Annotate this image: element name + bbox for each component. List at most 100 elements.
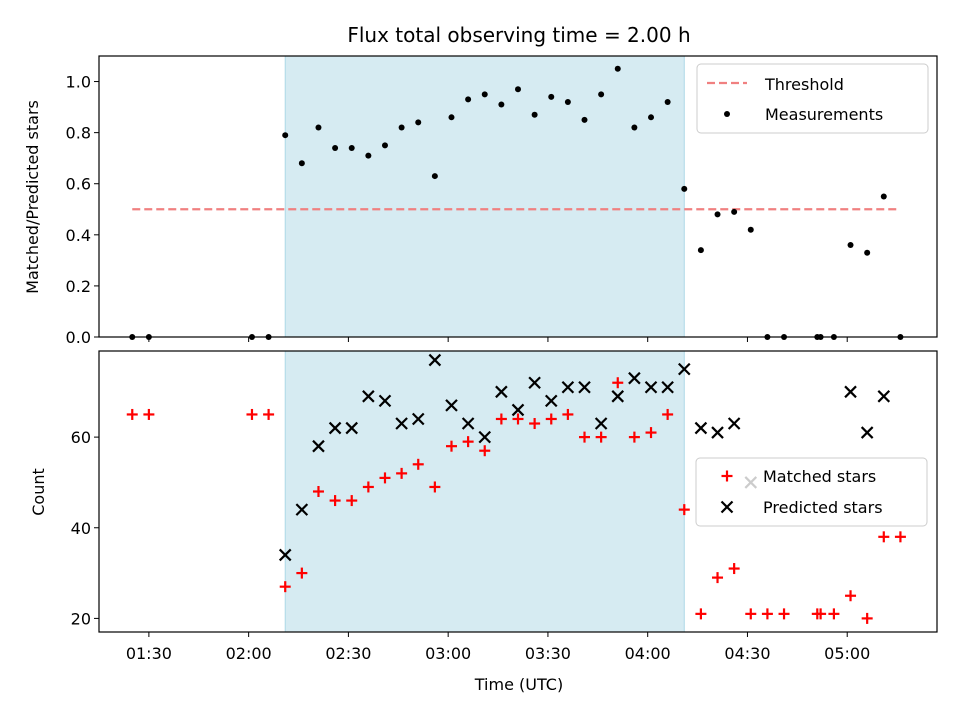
x-stroke	[611, 390, 625, 403]
matched-star-point	[595, 431, 607, 443]
matched-star-point	[445, 440, 457, 452]
predicted-star-point	[478, 430, 492, 444]
axes-frame-bottom	[98, 350, 938, 633]
x-stroke	[528, 376, 541, 390]
measurement-point	[282, 132, 289, 139]
observing-window-span	[284, 55, 685, 338]
x-stroke	[844, 385, 857, 399]
matched-star-point	[263, 408, 275, 420]
x-stroke	[561, 380, 575, 394]
matched-star-point	[479, 445, 491, 457]
measurement-point	[664, 98, 671, 105]
x-stroke	[594, 417, 608, 430]
matched-star-point	[579, 431, 591, 443]
measurement-point	[880, 193, 887, 200]
x-stroke	[278, 548, 292, 562]
matched-star-point	[678, 504, 690, 516]
matched-star-point	[628, 431, 640, 443]
predicted-star-point	[378, 394, 392, 408]
x-stroke	[644, 380, 658, 394]
matched-star-point	[861, 612, 873, 624]
predicted-star-point	[594, 417, 608, 430]
y-tick-label: 0.4	[66, 226, 91, 245]
measurement-point	[398, 124, 405, 131]
measurement-point	[564, 98, 571, 105]
predicted-star-point	[278, 548, 292, 562]
x-tick-label: 03:00	[425, 644, 471, 663]
matched-star-point	[346, 495, 358, 507]
measurement-point	[365, 152, 372, 159]
predicted-star-point	[544, 394, 558, 408]
measurement-point	[598, 91, 605, 98]
predicted-star-point	[844, 385, 857, 399]
predicted-star-point	[461, 417, 475, 430]
measurement-point	[631, 124, 638, 131]
predicted-star-point	[511, 403, 525, 417]
x-stroke	[445, 399, 458, 412]
matched-star-point	[894, 531, 906, 543]
measurement-point	[681, 185, 688, 192]
x-stroke	[345, 421, 359, 435]
matched-star-point	[878, 531, 890, 543]
measurement-point	[415, 119, 422, 126]
predicted-star-point	[445, 399, 458, 412]
x-stroke	[428, 353, 442, 367]
measurement-point	[548, 93, 555, 100]
x-tick-label: 02:00	[226, 644, 272, 663]
matched-star-point	[279, 581, 291, 593]
legend-swatch-measurements	[724, 111, 730, 117]
matched-star-point	[712, 572, 724, 584]
y-tick-label: 0.6	[66, 175, 91, 194]
measurement-point	[448, 114, 455, 121]
matched-star-point	[662, 408, 674, 420]
matched-star-point	[462, 436, 474, 448]
measurement-point	[298, 160, 305, 167]
legend-bottom: Matched stars Predicted stars	[695, 457, 928, 527]
measurement-point	[531, 111, 538, 118]
measurement-point	[381, 142, 388, 149]
matched-star-point	[412, 458, 424, 470]
x-stroke	[720, 500, 734, 514]
matched-star-point	[828, 608, 840, 620]
predicted-star-point	[611, 390, 625, 403]
matched-star-point	[529, 418, 541, 430]
x-axis-label: Time (UTC)	[474, 675, 563, 694]
x-stroke	[378, 394, 392, 408]
legend-swatch-predicted	[720, 500, 734, 514]
y-tick-label: 0.2	[66, 277, 91, 296]
x-stroke	[362, 390, 375, 403]
x-stroke	[544, 394, 558, 408]
predicted-star-point	[860, 426, 874, 439]
predicted-star-point	[661, 380, 674, 394]
y-tick-label: 20	[71, 609, 91, 628]
chart-title: Flux total observing time = 2.00 h	[347, 23, 690, 47]
matched-star-point	[645, 427, 657, 439]
x-stroke	[727, 417, 741, 430]
x-stroke	[711, 426, 724, 439]
measurement-point	[481, 91, 488, 98]
predicted-star-point	[328, 421, 342, 435]
predicted-star-point	[877, 390, 891, 403]
measurement-point	[847, 242, 854, 249]
matched-star-point	[429, 481, 441, 493]
predicted-star-point	[711, 426, 724, 439]
y-tick-label: 1.0	[66, 73, 91, 92]
measurement-point	[648, 114, 655, 121]
predicted-star-point	[727, 417, 741, 430]
matched-star-point	[362, 481, 374, 493]
x-stroke	[677, 362, 691, 376]
x-stroke	[395, 417, 408, 430]
measurement-point	[332, 144, 339, 151]
matched-star-point	[845, 590, 857, 602]
x-stroke	[628, 371, 641, 385]
predicted-star-point	[495, 385, 508, 399]
x-stroke	[295, 503, 309, 516]
matched-star-point	[495, 413, 507, 425]
x-stroke	[411, 412, 425, 426]
x-tick-label: 04:30	[724, 644, 770, 663]
matched-star-point	[728, 563, 740, 575]
predicted-star-point	[345, 421, 359, 435]
x-tick-label: 03:30	[525, 644, 571, 663]
matched-star-point	[512, 413, 524, 425]
x-stroke	[877, 390, 891, 403]
